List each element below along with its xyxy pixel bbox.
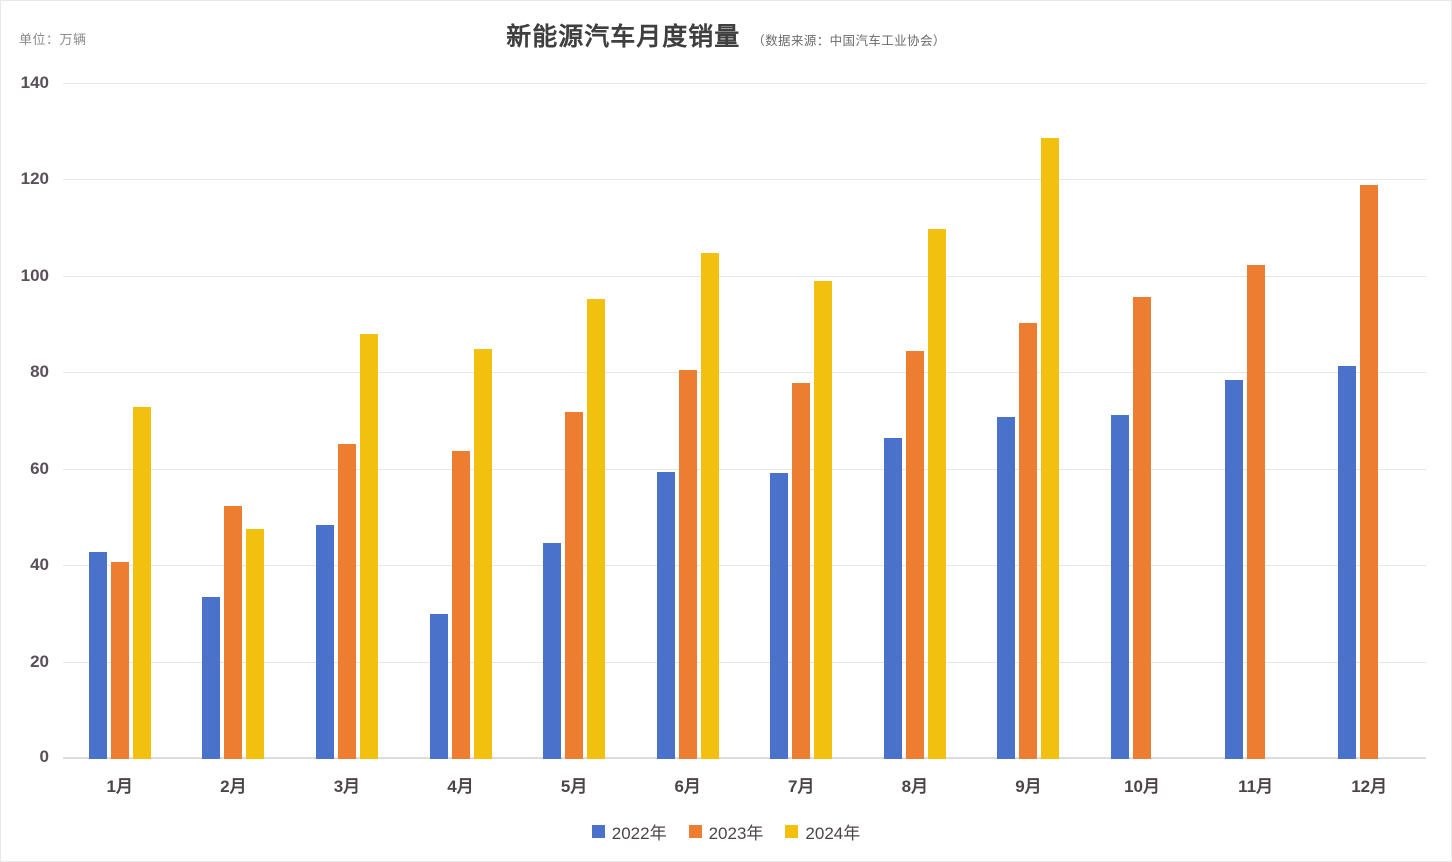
x-axis-tick-label: 8月	[901, 777, 929, 796]
legend-item[interactable]: 2022年	[591, 819, 667, 844]
axis-baseline: 0	[40, 747, 1426, 766]
legend-label: 2022年	[611, 824, 667, 843]
bar[interactable]	[1111, 414, 1130, 759]
gridline: 140	[21, 73, 1426, 92]
bar[interactable]	[1224, 380, 1243, 759]
bar-group: 7月	[745, 84, 859, 796]
y-axis-tick-label: 60	[30, 458, 49, 478]
legend-item[interactable]: 2023年	[688, 819, 764, 844]
chart-legend: 2022年 2023年 2024年	[1, 819, 1451, 844]
bar[interactable]	[905, 351, 924, 759]
bar[interactable]	[883, 437, 902, 759]
bar-group: 9月	[972, 84, 1086, 796]
y-axis-tick-label: 120	[20, 169, 49, 189]
legend-swatch-icon	[591, 825, 605, 838]
bar[interactable]	[814, 281, 833, 759]
bar-group: 4月	[404, 84, 518, 796]
bar[interactable]	[678, 369, 697, 759]
bar-group: 3月	[290, 84, 404, 796]
bar[interactable]	[1019, 323, 1038, 759]
bar[interactable]	[202, 597, 221, 759]
x-axis-tick-label: 1月	[106, 777, 134, 796]
bar[interactable]	[543, 543, 562, 759]
bar-groups: 1月 2月 3月 4月 5月 6月 7月 8月 9月 10月 11月 12月	[63, 84, 1426, 796]
legend-swatch-icon	[785, 825, 799, 838]
chart-subtitle-source: （数据来源：中国汽车工业协会）	[752, 34, 946, 48]
bar-group: 11月	[1199, 84, 1313, 796]
bar[interactable]	[473, 349, 492, 759]
y-axis-tick-label: 0	[39, 747, 49, 766]
bar[interactable]	[700, 253, 719, 759]
y-axis-tick-label: 20	[30, 651, 49, 671]
bar[interactable]	[656, 471, 675, 759]
bar[interactable]	[1041, 138, 1060, 759]
x-axis-tick-label: 7月	[788, 777, 815, 796]
bar-group: 8月	[858, 84, 972, 796]
bar[interactable]	[587, 298, 606, 759]
bar-group: 6月	[631, 84, 745, 796]
bar[interactable]	[565, 412, 584, 759]
x-axis-tick-label: 6月	[674, 777, 701, 796]
gridline: 80	[30, 362, 1426, 381]
legend-label: 2024年	[805, 824, 861, 843]
y-axis-tick-label: 80	[30, 362, 49, 382]
bar[interactable]	[224, 505, 243, 759]
bar[interactable]	[770, 473, 789, 759]
bar[interactable]	[1360, 185, 1379, 759]
bar[interactable]	[451, 451, 470, 759]
page-title: 新能源汽车月度销量	[506, 23, 741, 51]
bar-group: 12月	[1312, 84, 1426, 796]
bar[interactable]	[337, 444, 356, 759]
plot-area: 0 20 40 60 80 100 120 140 1月 2月 3月 4月 5月 6月 7月 8月 9月 10月…	[21, 73, 1426, 796]
bar[interactable]	[246, 529, 265, 759]
gridline: 120	[21, 169, 1426, 188]
bar[interactable]	[315, 525, 334, 759]
y-axis-tick-label: 140	[20, 73, 49, 92]
x-axis-tick-label: 9月	[1015, 777, 1042, 796]
bar[interactable]	[1338, 366, 1357, 759]
bar-group: 5月	[517, 84, 631, 796]
unit-label: 单位：万辆	[19, 32, 87, 47]
x-axis-tick-label: 10月	[1124, 777, 1160, 796]
x-axis-tick-label: 4月	[447, 777, 474, 796]
gridline: 100	[21, 266, 1426, 285]
gridline: 60	[30, 459, 1426, 478]
x-axis-tick-label: 5月	[560, 777, 588, 796]
bar-group: 2月	[177, 84, 291, 796]
y-axis-tick-label: 40	[30, 555, 49, 575]
x-axis-tick-label: 12月	[1351, 777, 1388, 796]
bar[interactable]	[792, 382, 811, 759]
bar[interactable]	[88, 551, 107, 759]
bar[interactable]	[1246, 264, 1265, 759]
legend-label: 2023年	[708, 824, 764, 843]
bar[interactable]	[132, 407, 151, 759]
bar-group: 10月	[1085, 84, 1199, 796]
x-axis-tick-label: 11月	[1238, 777, 1274, 796]
bar[interactable]	[997, 416, 1016, 759]
x-axis-tick-label: 2月	[220, 777, 247, 796]
x-axis-tick-label: 3月	[333, 777, 361, 796]
bar[interactable]	[359, 333, 378, 759]
y-axis-tick-label: 100	[20, 265, 49, 285]
legend-swatch-icon	[688, 825, 702, 838]
bar[interactable]	[429, 614, 448, 759]
bar[interactable]	[927, 228, 946, 759]
legend-item[interactable]: 2024年	[785, 819, 860, 844]
gridline: 40	[30, 555, 1426, 574]
title-block: 新能源汽车月度销量 （数据来源：中国汽车工业协会）	[1, 17, 1451, 53]
bar-group: 1月	[63, 84, 177, 796]
bar[interactable]	[1133, 297, 1152, 759]
gridline: 20	[30, 652, 1426, 671]
bar[interactable]	[110, 562, 129, 759]
